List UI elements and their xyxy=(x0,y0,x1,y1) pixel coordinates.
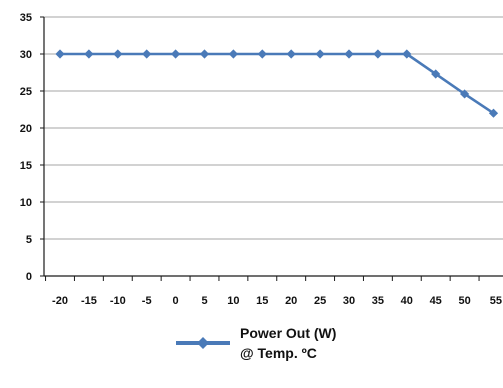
data-point-45 xyxy=(431,69,441,79)
data-point--5 xyxy=(142,49,152,59)
data-point--15 xyxy=(84,49,94,59)
data-point--10 xyxy=(113,49,123,59)
x-tick-label-10: 10 xyxy=(227,295,239,307)
legend-marker-swatch xyxy=(197,337,209,349)
legend-label-line-1: Power Out (W) xyxy=(240,325,336,341)
data-point-25 xyxy=(315,49,325,59)
x-tick-label-5: 5 xyxy=(201,295,207,307)
x-tick-label-40: 40 xyxy=(401,295,413,307)
y-tick-labels: 0 5 10 15 20 25 30 35 xyxy=(20,12,32,283)
y-tick-label-0: 0 xyxy=(26,271,32,283)
data-point-0 xyxy=(171,49,181,59)
x-tick-labels: -20 -15 -10 -5 0 5 10 15 20 25 30 35 40 45 50 55 xyxy=(52,295,502,307)
x-tick-label-25: 25 xyxy=(314,295,326,307)
y-tick-label-10: 10 xyxy=(20,197,32,209)
x-tick-label-55: 55 xyxy=(490,295,502,307)
data-point-50 xyxy=(460,89,470,99)
x-tick-label--20: -20 xyxy=(52,295,68,307)
x-tick-label--10: -10 xyxy=(110,295,126,307)
data-point-15 xyxy=(257,49,267,59)
x-tick-label-45: 45 xyxy=(430,295,442,307)
legend: Power Out (W) @ Temp. ºC xyxy=(176,325,336,361)
series-group xyxy=(55,49,499,118)
data-point-35 xyxy=(373,49,383,59)
y-tick-label-35: 35 xyxy=(20,12,32,24)
y-tick-label-20: 20 xyxy=(20,123,32,135)
data-point-5 xyxy=(199,49,210,59)
x-tick-label-50: 50 xyxy=(458,295,470,307)
legend-label-line-2: @ Temp. ºC xyxy=(240,345,317,361)
x-tick-label-30: 30 xyxy=(343,295,355,307)
axes xyxy=(40,16,503,281)
y-tick-label-5: 5 xyxy=(26,234,32,246)
x-tick-label-15: 15 xyxy=(256,295,268,307)
data-point--20 xyxy=(55,49,65,59)
x-tick-label--15: -15 xyxy=(81,295,97,307)
x-tick-label-35: 35 xyxy=(372,295,384,307)
gridlines xyxy=(44,16,503,240)
data-point-10 xyxy=(228,49,238,59)
data-point-40 xyxy=(402,49,412,59)
y-tick-label-30: 30 xyxy=(20,49,32,61)
x-tick-label--5: -5 xyxy=(142,295,152,307)
x-tick-label-0: 0 xyxy=(173,295,179,307)
series-line-0 xyxy=(60,52,495,115)
data-point-55 xyxy=(488,108,499,118)
data-point-30 xyxy=(344,49,354,59)
x-tick-label-20: 20 xyxy=(285,295,297,307)
y-tick-label-15: 15 xyxy=(20,160,32,172)
y-tick-label-25: 25 xyxy=(20,86,32,98)
data-point-20 xyxy=(286,49,296,59)
